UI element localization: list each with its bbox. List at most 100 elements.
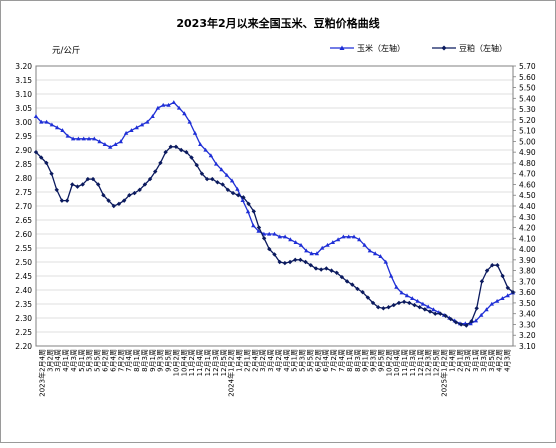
y-left-tick-label: 2.80	[15, 174, 32, 183]
data-point	[494, 298, 500, 303]
data-point	[81, 136, 86, 141]
data-point	[339, 274, 345, 280]
data-point	[288, 237, 293, 242]
x-tick-label: 5月3周	[86, 349, 94, 372]
data-point	[422, 307, 428, 312]
legend-label: 玉米（左轴）	[357, 43, 405, 53]
data-point	[116, 201, 122, 207]
legend-marker	[339, 45, 345, 50]
x-tick-label: 12月3周	[212, 349, 220, 376]
data-point	[479, 312, 484, 317]
y-left-tick-label: 2.30	[15, 314, 32, 323]
x-tick-label: 10月2周	[172, 349, 180, 376]
y-left-tick-label: 2.50	[15, 258, 32, 267]
data-point	[318, 267, 324, 272]
data-point	[453, 320, 459, 325]
data-point	[373, 251, 378, 256]
data-point	[344, 279, 350, 284]
data-point	[245, 209, 251, 214]
y-right-tick-label: 4.30	[519, 213, 536, 222]
y-right-tick-label: 5.30	[519, 105, 536, 114]
data-point	[420, 301, 426, 306]
data-point	[334, 270, 339, 275]
data-point	[210, 176, 215, 182]
data-point	[236, 193, 241, 198]
data-point	[256, 228, 261, 233]
y-right-tick-label: 4.00	[519, 245, 536, 254]
y-right-tick-label: 5.60	[519, 73, 536, 82]
x-tick-label: 5月1周	[78, 349, 86, 372]
data-point	[370, 300, 376, 306]
data-point	[163, 149, 168, 155]
data-point	[351, 234, 357, 239]
y-right-tick-label: 3.20	[519, 331, 536, 340]
data-point	[215, 180, 220, 185]
x-tick-label: 6月2周	[314, 349, 322, 372]
data-point	[241, 195, 246, 200]
data-point	[161, 102, 166, 107]
y-right-tick-label: 4.60	[519, 180, 536, 189]
y-right-tick-label: 3.10	[519, 342, 536, 351]
data-point	[168, 144, 174, 149]
data-point	[277, 259, 282, 265]
x-tick-label: 10月4周	[180, 349, 188, 376]
data-point	[92, 136, 97, 141]
x-tick-label: 1月4周	[236, 349, 244, 372]
data-point	[490, 263, 495, 268]
x-tick-label: 2月1周	[456, 349, 464, 372]
data-point	[468, 321, 473, 326]
x-tick-label: 9月5周	[377, 349, 385, 372]
y-left-tick-label: 2.60	[15, 230, 32, 239]
data-point	[394, 284, 399, 289]
data-point	[121, 198, 127, 203]
data-point	[510, 289, 516, 295]
y-right-tick-label: 5.10	[519, 127, 536, 136]
y-left-tick-label: 2.45	[15, 272, 32, 281]
data-point	[49, 122, 55, 127]
data-point	[219, 167, 224, 172]
chart-title: 2023年2月以来全国玉米、豆粕价格曲线	[176, 16, 379, 30]
x-tick-label: 3月4周	[267, 349, 275, 372]
data-point	[367, 248, 373, 253]
data-point	[401, 299, 407, 305]
x-tick-label: 8月1周	[133, 349, 141, 372]
x-tick-label: 2024年1月2周	[227, 349, 236, 397]
y-left-tick-label: 3.10	[15, 90, 32, 99]
y-right-tick-label: 4.50	[519, 191, 536, 200]
data-point	[132, 190, 137, 196]
x-tick-label: 4月1周	[62, 349, 70, 372]
x-tick-label: 8月3周	[141, 349, 149, 372]
data-point	[298, 257, 303, 263]
data-point	[304, 248, 309, 253]
y-left-tick-label: 2.95	[15, 132, 32, 141]
data-point	[118, 139, 123, 144]
x-tick-label: 9月3周	[370, 349, 378, 372]
data-point	[229, 178, 235, 183]
x-tick-label: 5月1周	[291, 349, 299, 372]
data-point	[147, 176, 153, 182]
x-tick-label: 6月2周	[102, 349, 110, 372]
x-tick-label: 2025年1月2周	[439, 349, 448, 397]
data-point	[240, 198, 245, 202]
series-markers-0	[33, 100, 516, 326]
x-tick-label: 11月3周	[409, 349, 417, 376]
data-point	[60, 128, 65, 132]
data-point	[500, 296, 505, 300]
y-right-tick-label: 5.70	[519, 62, 536, 71]
data-point	[101, 193, 106, 198]
y-right-tick-label: 4.10	[519, 234, 536, 243]
y-right-tick-label: 3.90	[519, 256, 536, 265]
x-tick-label: 6月4周	[109, 349, 117, 372]
data-point	[108, 144, 113, 149]
data-point	[320, 245, 325, 250]
data-point	[267, 231, 272, 236]
x-tick-label: 9月5周	[165, 349, 173, 372]
y-right-tick-label: 5.00	[519, 137, 536, 146]
data-point	[44, 160, 49, 166]
data-point	[479, 279, 485, 284]
data-point	[293, 240, 298, 244]
data-point	[396, 300, 402, 306]
